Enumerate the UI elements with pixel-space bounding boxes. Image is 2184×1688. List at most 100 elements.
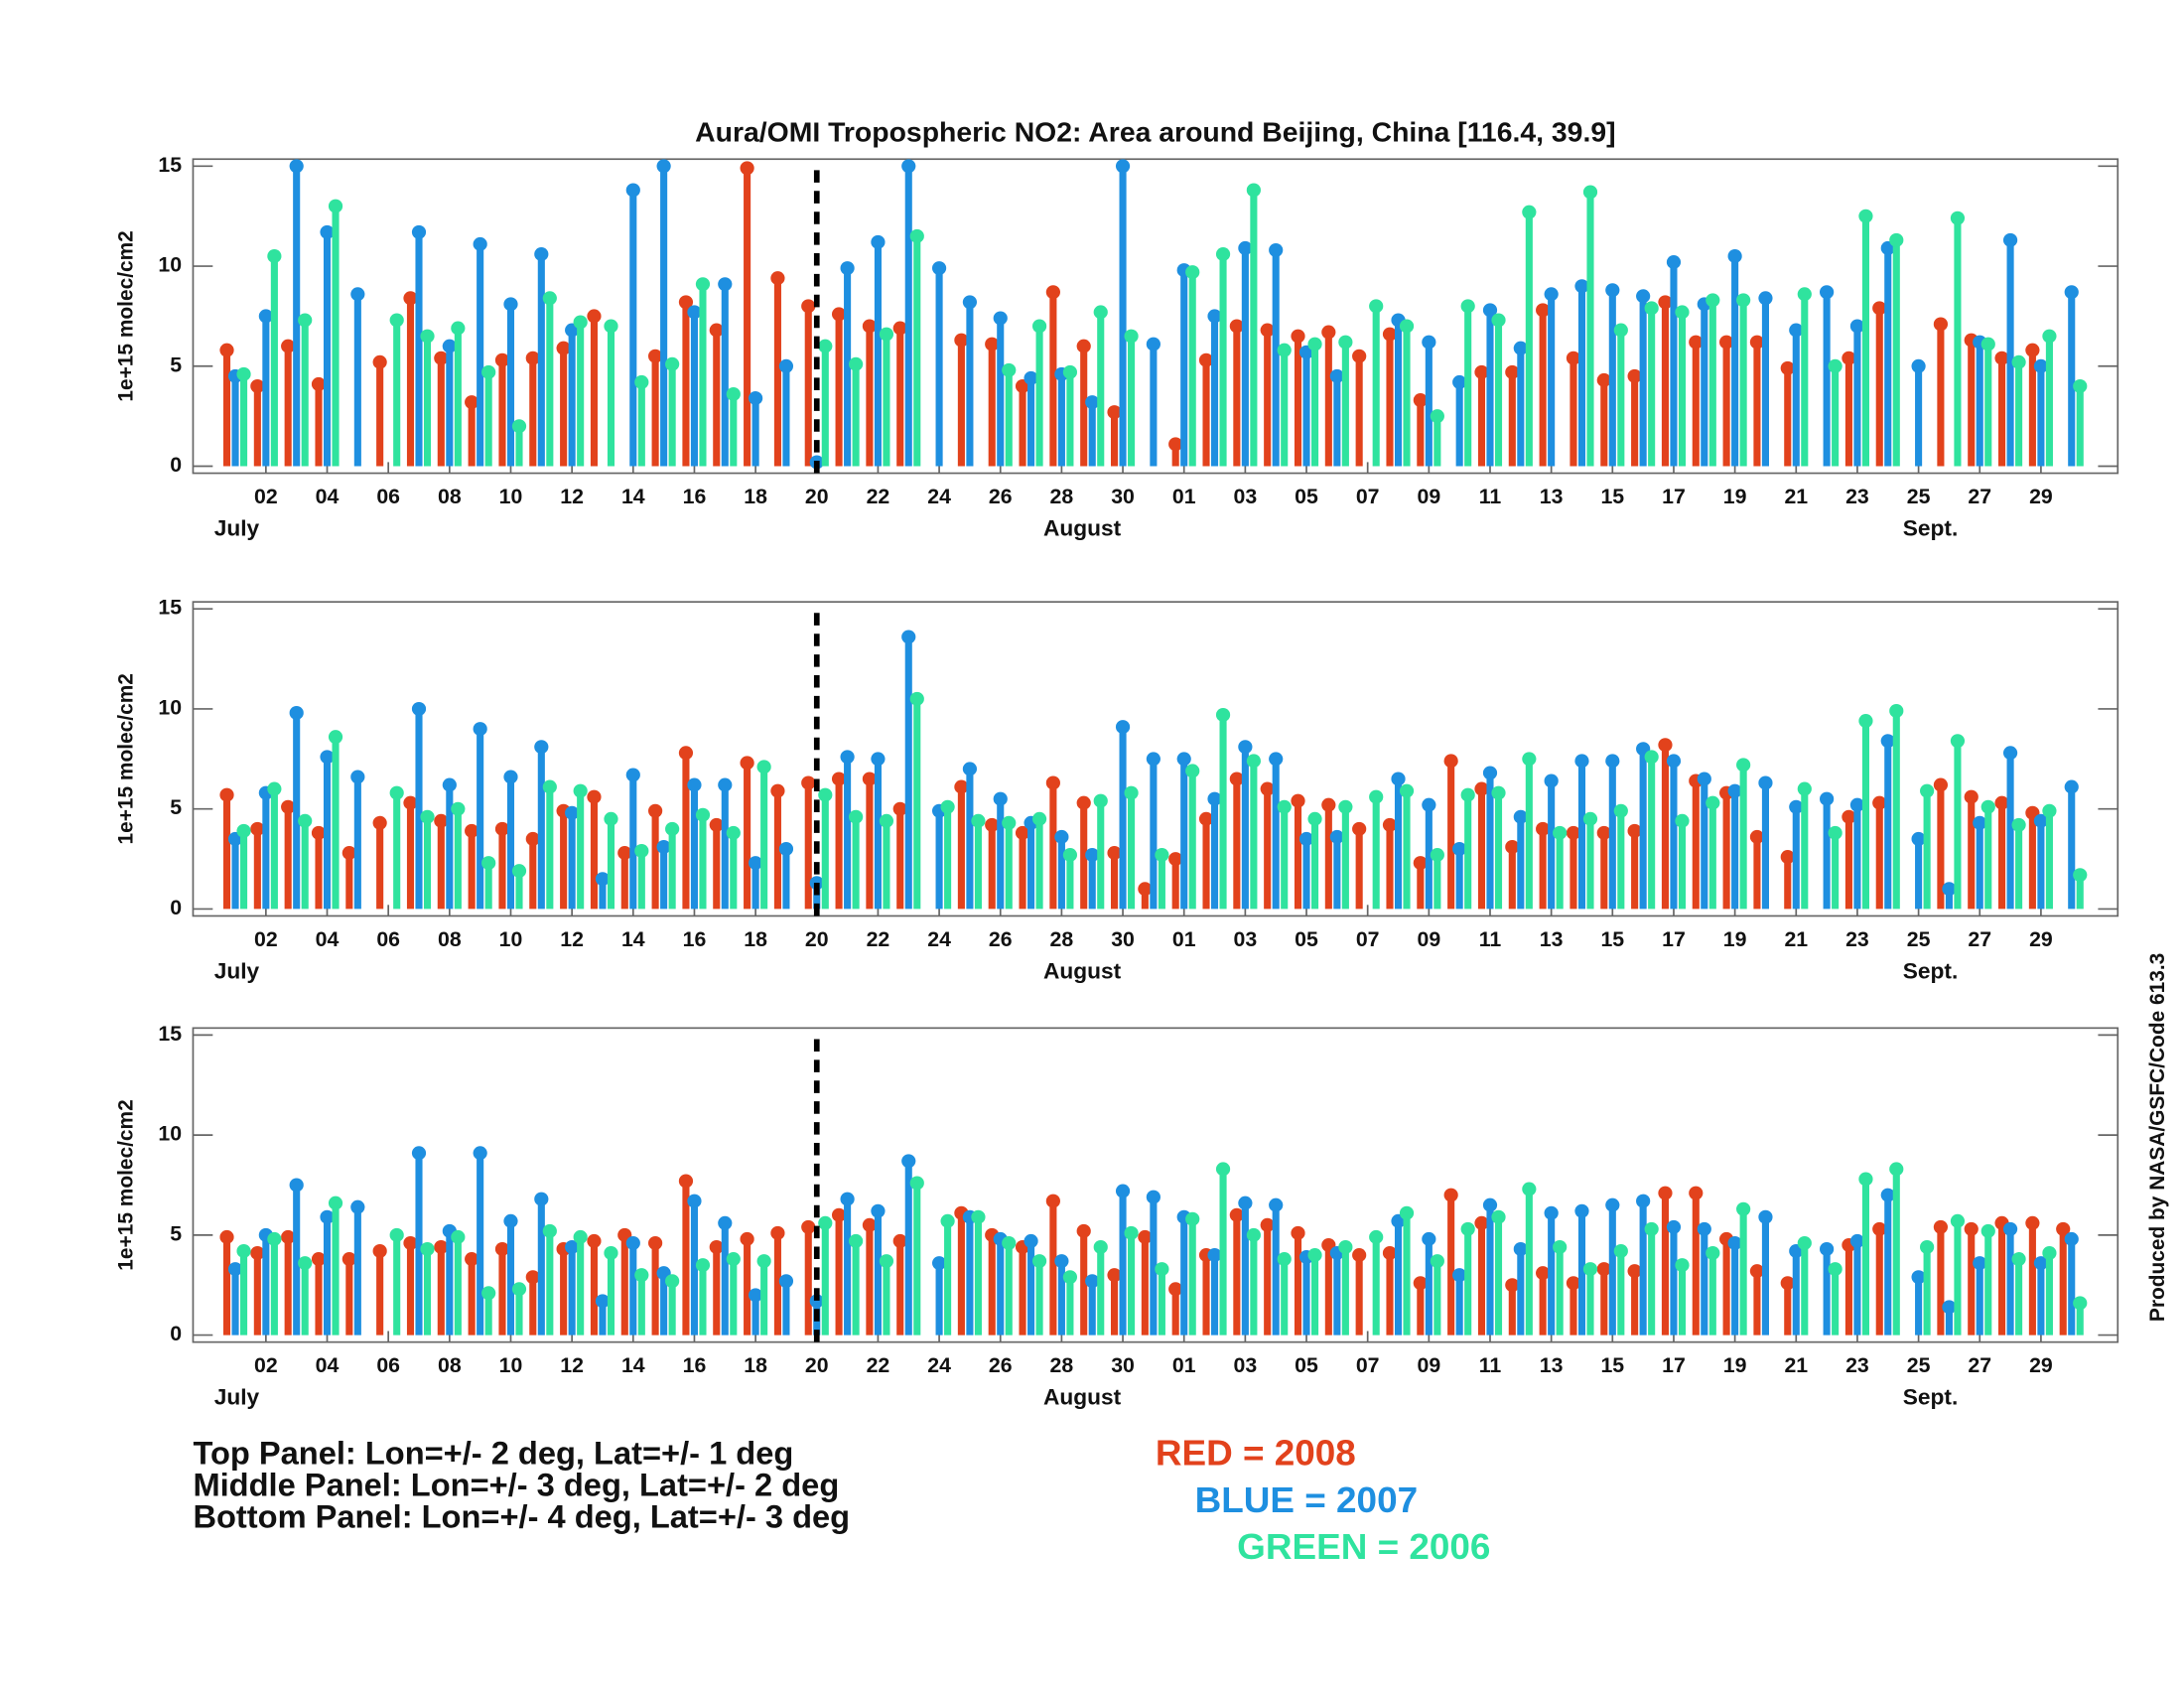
stem-head [1269,752,1284,767]
stem-head [1269,1197,1284,1212]
stem-head [940,1213,955,1228]
stem-head [778,841,794,856]
stem-head [954,779,969,794]
stem-head [1430,1254,1444,1269]
x-tick-label: 30 [1111,1354,1135,1377]
stem-head [350,1199,365,1214]
stem-head [818,339,833,353]
stem-head [1399,783,1415,798]
stem-head [1727,248,1742,263]
stem-head [1031,1254,1047,1269]
x-tick-label: 15 [1600,486,1624,508]
month-label: Sept. [1903,516,1959,541]
stem-head [1369,299,1384,314]
stem-head [831,307,847,322]
stem-head [1138,1229,1153,1244]
stem-head [465,1252,479,1266]
stem-head [879,813,894,828]
stem-head [350,770,365,784]
x-tick-label: 16 [683,1354,707,1377]
stem-head [1950,1213,1966,1228]
x-tick-label: 14 [621,928,645,951]
stem-head [1980,1223,1995,1238]
stem-head [1422,335,1436,350]
stem-head [809,1294,824,1309]
stem-head [1666,1219,1682,1234]
stem-head [1031,319,1047,334]
stem-head [1238,1196,1253,1210]
legend-entry: RED = 2008 [1156,1433,1356,1474]
stem-head [625,768,640,782]
stem-head [465,395,479,410]
stem-head [267,781,282,796]
stem-head [1277,1252,1292,1266]
stem-head [1207,791,1222,806]
stem-head [236,823,251,838]
x-tick-label: 26 [989,486,1013,508]
stem-head [236,1244,251,1258]
stem-head [2002,746,2018,761]
y-tick-label: 5 [170,353,182,376]
stem-head [709,323,724,338]
y-tick-label: 10 [158,697,182,720]
stem-head [1185,265,1200,280]
x-tick-label: 07 [1356,486,1380,508]
x-tick-label: 04 [316,1354,340,1377]
stem-head [1452,841,1467,856]
stem-head [1644,301,1659,316]
stem-head [267,1231,282,1246]
stem-head [1789,323,1804,338]
stem-head [534,1192,549,1206]
stem-head [1911,358,1926,373]
x-tick-label: 09 [1418,1354,1441,1377]
x-tick-label: 06 [376,928,400,951]
stem-head [971,813,986,828]
stem-head [494,1241,510,1256]
stem-head [2042,1246,2057,1260]
stem-head [726,1252,741,1266]
stem-head [442,339,457,353]
stem-head [389,785,404,800]
stem-head [411,701,427,716]
stem-head [756,1254,771,1269]
stem-head [709,817,724,832]
stem-head [840,261,855,276]
stem-head [1820,1241,1835,1256]
stem-head [1780,360,1795,375]
stem-head [1994,795,2009,810]
stem-head [434,1239,449,1254]
stem-head [1491,1209,1506,1224]
stem-head [1964,789,1979,804]
stem-head [709,1239,724,1254]
stem-head [1627,1264,1642,1279]
stem-head [1536,1266,1551,1281]
stem-head [1736,758,1751,773]
stem-head [587,309,602,324]
stem-head [1076,339,1091,353]
stem-head [350,287,365,302]
stem-head [778,358,794,373]
x-tick-label: 22 [867,1354,890,1377]
x-tick-label: 11 [1479,486,1502,508]
stem-head [1382,1246,1398,1260]
stem-head [258,309,273,324]
stem-head [1505,364,1520,379]
stem-head [656,839,671,854]
stem-head [1062,848,1078,862]
stem-head [534,246,549,261]
stem-head [1627,368,1642,383]
stem-head [617,846,632,860]
stem-head [604,1246,618,1260]
stem-head [511,1282,527,1297]
y-tick-label: 0 [170,1323,182,1345]
stem-head [1062,364,1078,379]
stem-head [993,311,1008,326]
stem-head [1872,795,1887,810]
stem-head [2025,1215,2040,1230]
panel-note: Bottom Panel: Lon=+/- 4 deg, Lat=+/- 3 d… [193,1499,850,1535]
stem-head [1553,1239,1568,1254]
stem-head [726,387,741,401]
x-tick-label: 16 [683,486,707,508]
